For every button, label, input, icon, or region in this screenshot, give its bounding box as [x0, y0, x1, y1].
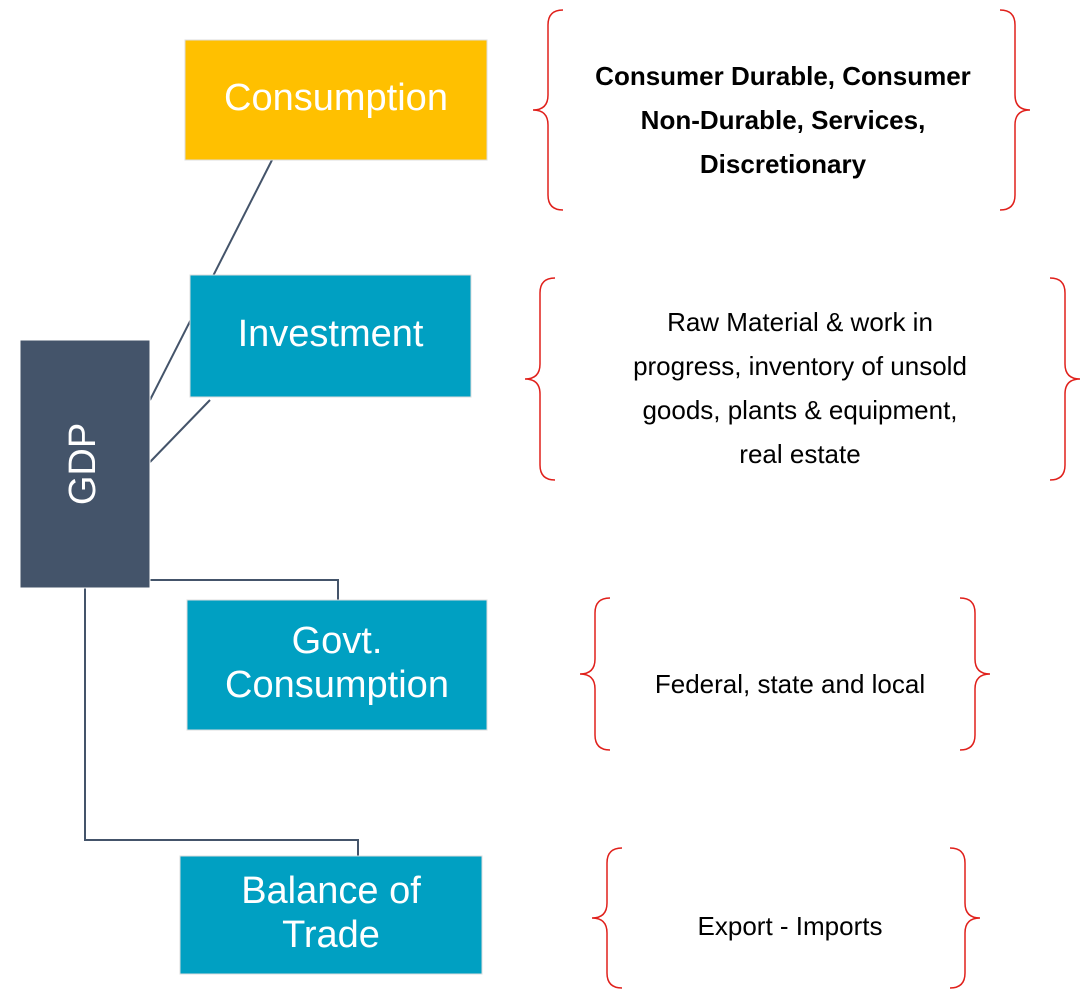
brace-right [1049, 277, 1081, 481]
component-description: Non-Durable, Services, [641, 105, 926, 135]
root-box [19, 339, 151, 589]
component-box [189, 274, 472, 398]
connector [149, 399, 211, 463]
component-label: Consumption [224, 77, 448, 119]
brace-right [949, 847, 981, 989]
component-description: real estate [739, 439, 860, 469]
component-description: Raw Material & work in [667, 307, 933, 337]
brace-left [532, 9, 564, 211]
component-description: goods, plants & equipment, [642, 395, 957, 425]
component-description: Discretionary [700, 149, 867, 179]
component-box [184, 39, 488, 161]
component-description: progress, inventory of unsold [633, 351, 967, 381]
component-description: Export - Imports [698, 911, 883, 941]
brace-right [959, 597, 991, 751]
connector [84, 588, 359, 856]
component-description: Consumer Durable, Consumer [595, 61, 971, 91]
brace-left [579, 597, 611, 751]
component-description: Federal, state and local [655, 669, 925, 699]
component-box [179, 855, 483, 975]
component-box [186, 599, 488, 731]
component-label: Investment [238, 313, 424, 355]
brace-left [524, 277, 556, 481]
brace-right [999, 9, 1031, 211]
component-label: Balance of [241, 870, 421, 912]
component-label: Trade [282, 914, 380, 956]
brace-left [591, 847, 623, 989]
connector [150, 579, 339, 600]
root-label: GDP [62, 423, 104, 505]
component-label: Consumption [225, 664, 449, 706]
component-label: Govt. [292, 620, 383, 662]
